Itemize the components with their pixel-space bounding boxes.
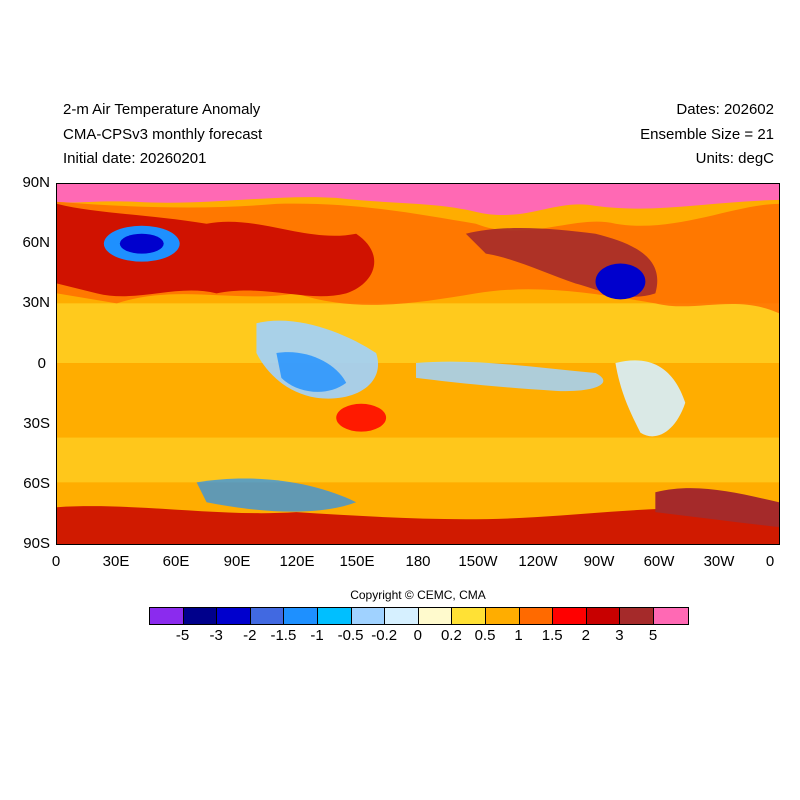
colorbar-box [620,608,654,624]
map-canvas [57,184,779,544]
anomaly-band-tropics [57,303,779,364]
lon-label: 0 [51,553,61,570]
colorbar-box [250,608,285,624]
lat-label: 30S [23,415,50,432]
colorbar-label: -0.2 [371,627,398,644]
lon-label: 120E [279,553,315,570]
colorbar-label: -1 [310,627,324,644]
south-america-cool [615,360,686,437]
colorbar-box [586,608,621,624]
colorbar-label: -5 [175,627,190,644]
lon-label: 60W [643,553,675,570]
temperature-anomaly-map [56,183,780,545]
ensemble-size: Ensemble Size = 21 [640,126,774,143]
colorbar-box [418,608,453,624]
eastern-canada-cold-anomaly [595,263,646,300]
units: Units: degC [695,150,774,167]
antarctic-weddell-warm [655,488,779,528]
forecast-dates: Dates: 202602 [676,101,774,118]
colorbar-label: 0.2 [440,627,462,644]
antarctic-warm [57,506,779,544]
colorbar-label: -3 [209,627,223,644]
colorbar-box [150,608,184,624]
lon-label: 120W [518,553,558,570]
lat-label: 30N [22,294,50,311]
lon-label: 0 [765,553,775,570]
colorbar-box [284,608,318,624]
colorbar-label: 0 [413,627,422,644]
lat-label: 0 [37,355,46,372]
colorbar-box [351,608,386,624]
lon-label: 150W [458,553,498,570]
colorbar-box [519,608,554,624]
colorbar-label: 5 [648,627,658,644]
copyright-notice: Copyright © CEMC, CMA [350,588,486,602]
lon-label: 30W [703,553,735,570]
initial-date: Initial date: 20260201 [63,150,207,167]
colorbar-label: 0.5 [474,627,496,644]
lon-label: 180 [405,553,431,570]
lon-label: 150E [339,553,375,570]
equatorial-pacific-cool [416,361,604,392]
colorbar-box [317,608,352,624]
colorbar-label: -0.5 [337,627,364,644]
map-title: 2-m Air Temperature Anomaly [63,101,261,118]
anomaly-band-southern [57,437,779,483]
colorbar-label: -1.5 [270,627,297,644]
southern-ocean-cool [196,478,357,512]
colorbar-box [553,608,587,624]
colorbar-box [653,608,688,624]
colorbar-label: 1 [514,627,523,644]
siberia-cold-core [119,233,164,254]
colorbar-label: 2 [581,627,590,644]
lat-label: 60S [23,475,50,492]
colorbar-box [217,608,251,624]
colorbar-box [385,608,419,624]
lat-label: 90N [22,174,50,191]
lon-label: 30E [102,553,130,570]
model-name: CMA-CPSv3 monthly forecast [63,126,263,143]
australia-warm [336,403,387,432]
colorbar-box [485,608,520,624]
colorbar-label: -2 [243,627,257,644]
lon-label: 60E [162,553,190,570]
colorbar-label: 3 [615,627,624,644]
colorbar-box [452,608,486,624]
lat-label: 60N [22,234,50,251]
colorbar-label: 1.5 [541,627,563,644]
colorbar [149,607,689,625]
colorbar-box [183,608,218,624]
lon-label: 90W [583,553,615,570]
lon-label: 90E [223,553,251,570]
lat-label: 90S [23,535,50,552]
maritime-continent-cold-core [276,352,347,392]
arctic-anomaly [57,184,779,216]
